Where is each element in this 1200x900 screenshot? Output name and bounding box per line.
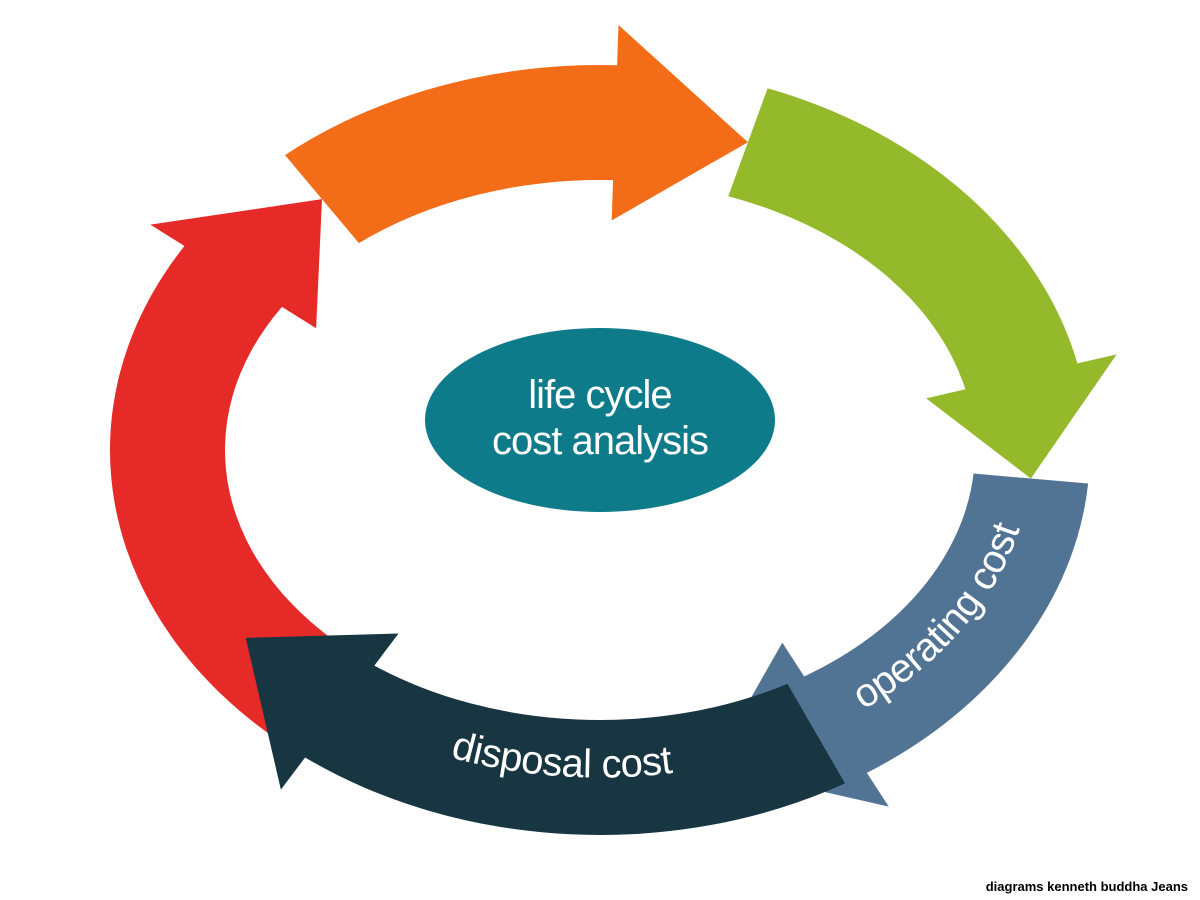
segment-service	[285, 25, 748, 243]
credit-text: diagrams kenneth buddha Jeans	[986, 879, 1188, 894]
segment-preventive	[728, 88, 1116, 478]
cycle-diagram: initial costservice costpreventivemainte…	[0, 0, 1200, 900]
segment-disposal	[246, 633, 845, 835]
